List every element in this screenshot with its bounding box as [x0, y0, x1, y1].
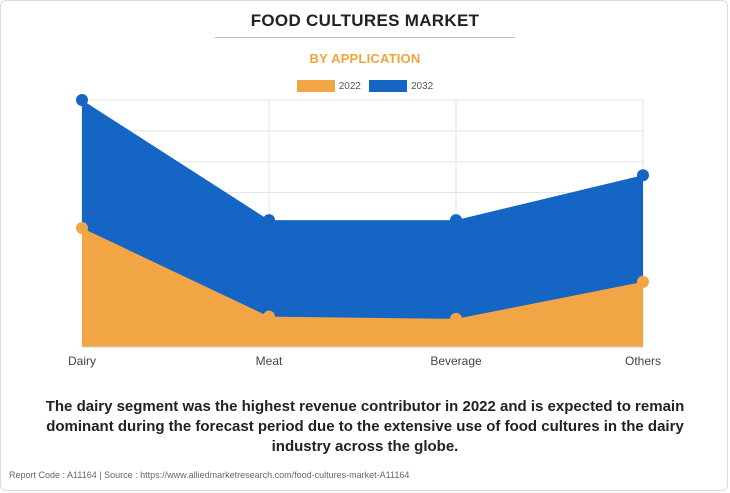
legend-item-2032[interactable]: 2032 — [369, 80, 433, 92]
x-tick-label-beverage: Beverage — [430, 354, 482, 368]
x-tick-label-dairy: Dairy — [68, 354, 96, 368]
data-point-2022-others — [637, 275, 649, 288]
legend-swatch-2022 — [296, 80, 335, 92]
legend: 2022 2032 — [0, 80, 730, 92]
data-point-2022-dairy — [76, 221, 88, 234]
legend-item-2022[interactable]: 2022 — [296, 80, 361, 92]
chart-caption: The dairy segment was the highest revenu… — [45, 398, 685, 455]
area-series-2032 — [82, 100, 643, 347]
data-point-2032-others — [637, 169, 649, 182]
data-point-2032-dairy — [76, 94, 88, 106]
report-footer: Report Code : A11164 | Source : https://… — [9, 470, 410, 480]
data-point-2032-meat — [263, 214, 275, 227]
legend-label-2022: 2022 — [338, 80, 361, 92]
data-point-2022-meat — [263, 310, 275, 323]
x-tick-label-meat: Meat — [256, 354, 283, 368]
title-divider — [215, 37, 515, 38]
data-point-2032-beverage — [450, 214, 462, 227]
x-tick-label-others: Others — [625, 354, 661, 368]
chart-subtitle: BY APPLICATION — [309, 51, 421, 66]
chart-title: FOOD CULTURES MARKET — [250, 11, 480, 30]
data-point-2022-beverage — [450, 312, 462, 325]
area-series-2022 — [82, 227, 643, 347]
legend-swatch-2032 — [369, 80, 407, 92]
legend-label-2032: 2032 — [411, 80, 434, 92]
